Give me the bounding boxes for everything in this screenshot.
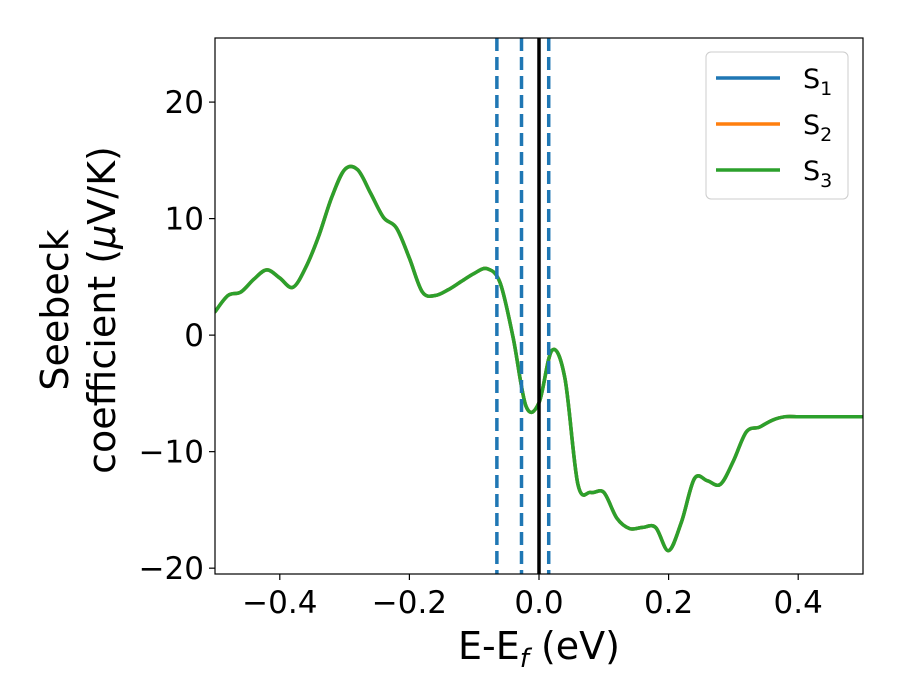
legend-label-s2: S2 [803, 110, 832, 146]
vline-layer [495, 38, 551, 574]
x-tick-label: 0.2 [644, 585, 693, 621]
y-axis-label-line2: coefficient (μV/K) [80, 146, 124, 474]
x-tick-label: −0.2 [372, 585, 447, 621]
x-axis-label: E-Ef (eV) [458, 624, 620, 674]
y-tick-label: −10 [139, 435, 204, 471]
y-tick-label: 0 [184, 318, 204, 354]
legend-label-s1: S1 [803, 64, 832, 100]
y-tick-label: −20 [139, 551, 204, 587]
y-axis-label: Seebeck coefficient (μV/K) [33, 146, 124, 474]
y-axis-label-line1: Seebeck [33, 229, 77, 390]
y-tick-label: 10 [165, 202, 204, 238]
x-tick-label: 0.0 [514, 585, 563, 621]
x-axis-ticks: −0.4 −0.2 0.0 0.2 0.4 [242, 574, 823, 621]
legend-entries: S1 S2 S3 [716, 64, 832, 192]
legend: S1 S2 S3 [705, 51, 849, 200]
x-tick-label: −0.4 [242, 585, 317, 621]
y-axis-ticks: −20 −10 0 10 20 [139, 85, 215, 587]
x-tick-label: 0.4 [774, 585, 823, 621]
y-tick-label: 20 [165, 85, 204, 121]
legend-label-s3: S3 [803, 156, 832, 192]
